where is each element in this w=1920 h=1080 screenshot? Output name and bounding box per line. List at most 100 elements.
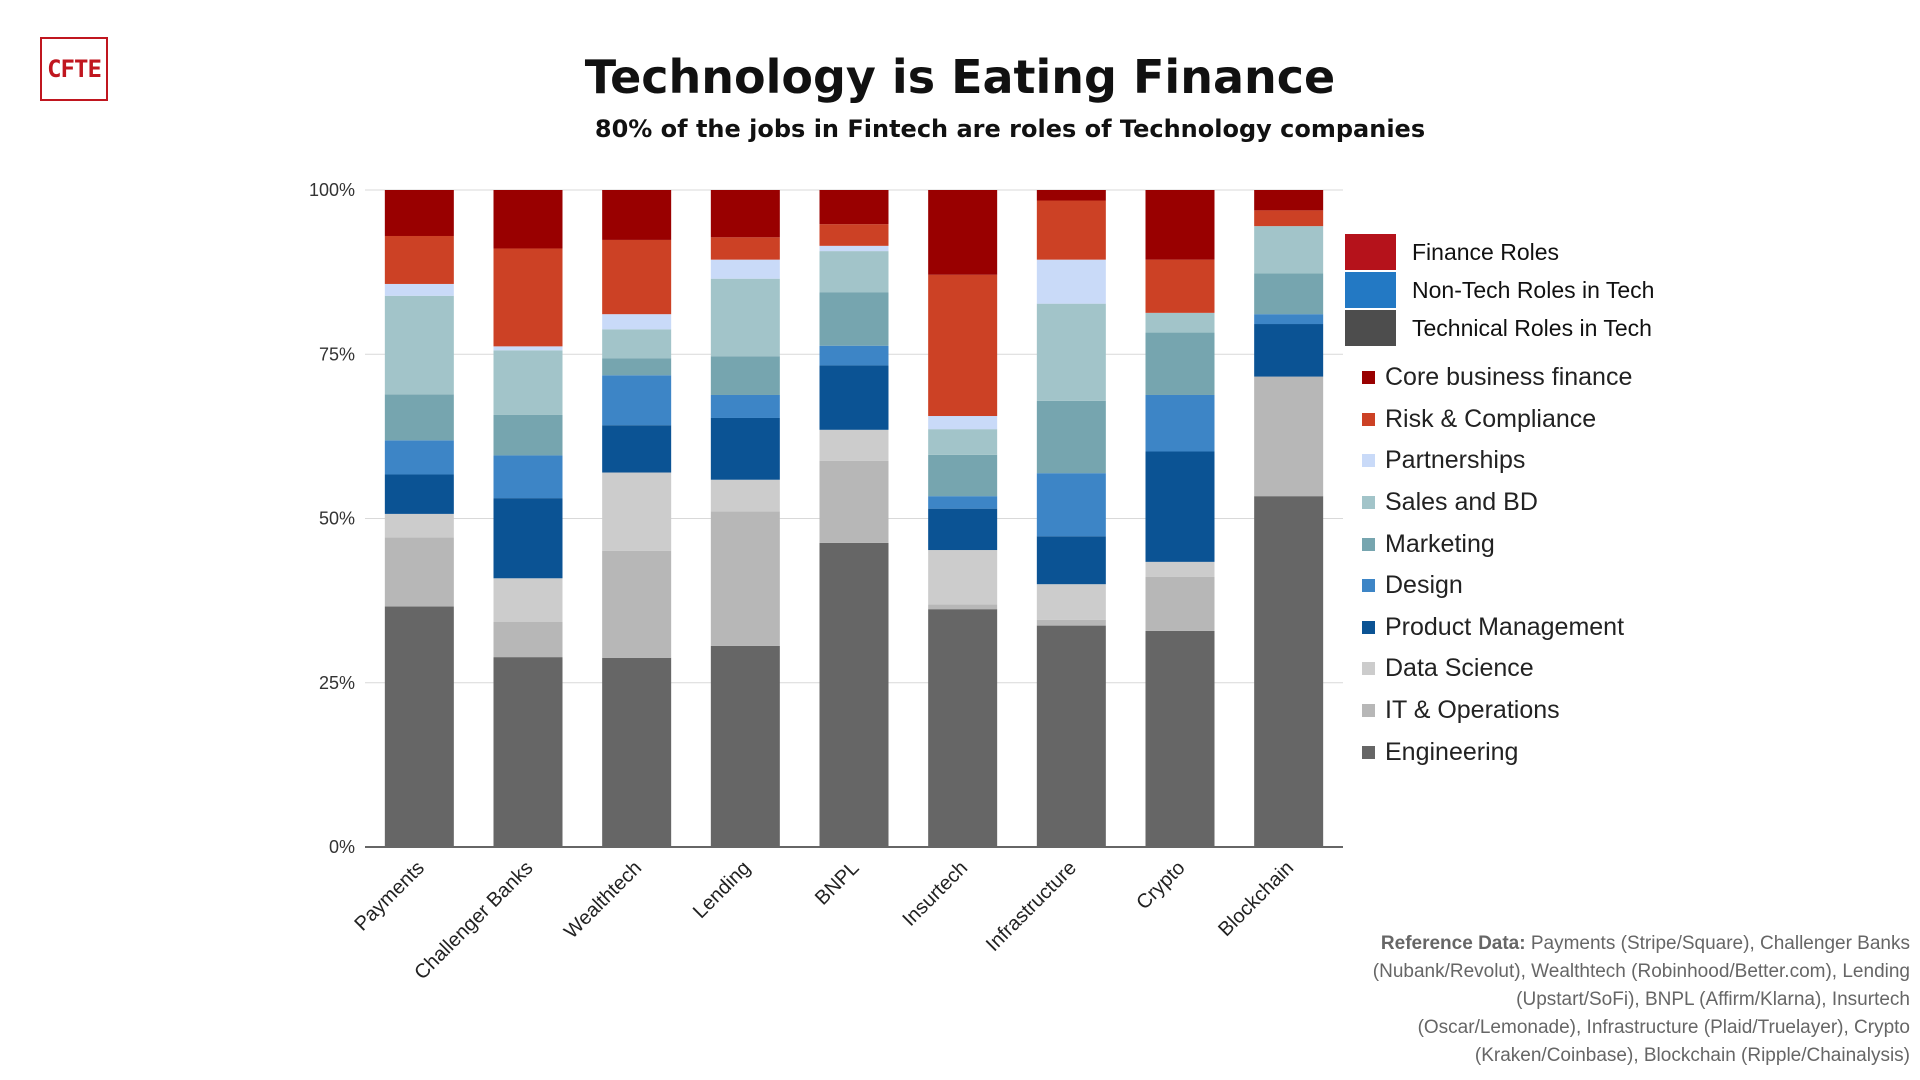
legend-swatch bbox=[1362, 454, 1375, 468]
bar-segment bbox=[384, 440, 454, 475]
bar-segment bbox=[1036, 473, 1106, 537]
bar-segment bbox=[1254, 376, 1324, 497]
bar-segment bbox=[819, 460, 889, 543]
bar-segment bbox=[1036, 259, 1106, 304]
bar-segment bbox=[1036, 303, 1106, 401]
bar-segment bbox=[710, 356, 780, 395]
x-tick-label: Payments bbox=[350, 857, 428, 935]
bar-segment bbox=[1036, 400, 1106, 474]
legend-label: Marketing bbox=[1385, 529, 1495, 558]
bar-segment bbox=[493, 414, 563, 456]
bar-segment bbox=[384, 295, 454, 395]
bar-segment bbox=[710, 394, 780, 418]
series-legend-item: Sales and BD bbox=[1362, 482, 1632, 524]
legend-swatch bbox=[1362, 620, 1375, 634]
bar-segment bbox=[819, 542, 889, 847]
bar-segment bbox=[493, 621, 563, 658]
bar-segment bbox=[1036, 625, 1106, 847]
group-legend-item: Technical Roles in Tech bbox=[1345, 309, 1654, 347]
bar-segment bbox=[493, 657, 563, 847]
bar-segment bbox=[602, 657, 672, 847]
series-legend-item: IT & Operations bbox=[1362, 690, 1632, 732]
legend-label: Partnerships bbox=[1385, 446, 1526, 475]
bar-segment bbox=[1254, 496, 1324, 847]
x-tick-label: Blockchain bbox=[1214, 857, 1298, 941]
legend-swatch bbox=[1345, 234, 1396, 270]
bar-segment bbox=[1145, 190, 1215, 260]
bar-segment bbox=[1145, 630, 1215, 847]
legend-label: Risk & Compliance bbox=[1385, 404, 1597, 433]
series-legend-item: Engineering bbox=[1362, 731, 1632, 773]
bar-segment bbox=[493, 498, 563, 579]
bar-segment bbox=[384, 394, 454, 441]
bar-segment bbox=[384, 283, 454, 296]
bar-segment bbox=[602, 314, 672, 330]
legend-label: Finance Roles bbox=[1412, 238, 1560, 265]
x-tick-label: BNPL bbox=[811, 857, 864, 910]
bar-segment bbox=[1145, 451, 1215, 562]
group-legend-item: Non-Tech Roles in Tech bbox=[1345, 271, 1654, 309]
series-legend-item: Data Science bbox=[1362, 648, 1632, 690]
bar-segment bbox=[1036, 200, 1106, 260]
legend-swatch bbox=[1362, 412, 1375, 426]
bar-segment bbox=[819, 429, 889, 461]
bar-segment bbox=[928, 429, 998, 455]
bar-segment bbox=[710, 190, 780, 238]
bar-segment bbox=[493, 578, 563, 622]
legend-label: Engineering bbox=[1385, 737, 1519, 766]
bar-segment bbox=[928, 508, 998, 551]
legend-label: Product Management bbox=[1385, 612, 1625, 641]
bar-segment bbox=[928, 454, 998, 497]
bar-segment bbox=[710, 259, 780, 279]
legend-label: Data Science bbox=[1385, 654, 1534, 683]
legend-swatch bbox=[1362, 662, 1375, 676]
bar-segment bbox=[1254, 210, 1324, 227]
x-tick-label: Challenger Banks bbox=[410, 857, 537, 984]
legend-swatch bbox=[1362, 745, 1375, 759]
bar-segment bbox=[1254, 226, 1324, 274]
bar-segment bbox=[1145, 576, 1215, 631]
bar-segment bbox=[602, 425, 672, 473]
bar-segment bbox=[1036, 190, 1106, 201]
bar-segment bbox=[819, 251, 889, 293]
y-tick-label: 100% bbox=[309, 180, 355, 200]
legend-label: Technical Roles in Tech bbox=[1412, 314, 1652, 341]
chart-subtitle: 80% of the jobs in Fintech are roles of … bbox=[594, 115, 1426, 143]
bar-segment bbox=[1036, 619, 1106, 626]
reference-label: Reference Data: bbox=[1380, 933, 1526, 954]
bar-segment bbox=[493, 248, 563, 347]
bar-segment bbox=[384, 190, 454, 236]
legend-swatch bbox=[1345, 310, 1396, 346]
bar-segment bbox=[1036, 584, 1106, 620]
bar-segment bbox=[602, 329, 672, 359]
bar-segment bbox=[928, 550, 998, 605]
series-legend-item: Product Management bbox=[1362, 607, 1632, 649]
bar-segment bbox=[928, 190, 998, 275]
bar-segment bbox=[1145, 259, 1215, 313]
series-legend-item: Partnerships bbox=[1362, 440, 1632, 482]
legend-swatch bbox=[1362, 704, 1375, 718]
legend-swatch bbox=[1362, 579, 1375, 593]
bar-segment bbox=[819, 365, 889, 430]
bar-segment bbox=[1254, 273, 1324, 315]
group-legend-item: Finance Roles bbox=[1345, 233, 1654, 271]
legend-label: Sales and BD bbox=[1385, 488, 1538, 517]
bar-segment bbox=[1254, 190, 1324, 211]
series-legend-item: Design bbox=[1362, 565, 1632, 607]
bar-segment bbox=[928, 604, 998, 610]
bar-segment bbox=[1254, 314, 1324, 325]
y-tick-label: 75% bbox=[319, 344, 355, 364]
x-tick-label: Wealthtech bbox=[560, 857, 646, 943]
bar-segment bbox=[928, 416, 998, 430]
x-tick-label: Infrastructure bbox=[982, 857, 1081, 956]
bar-segment bbox=[1036, 536, 1106, 585]
bar-segment bbox=[928, 274, 998, 417]
bar-segment bbox=[602, 239, 672, 315]
bar-segment bbox=[384, 474, 454, 514]
bar-segment bbox=[1145, 394, 1215, 452]
legend-label: Core business finance bbox=[1385, 363, 1633, 392]
bar-segment bbox=[819, 245, 889, 252]
legend-swatch bbox=[1362, 496, 1375, 510]
series-legend-item: Marketing bbox=[1362, 523, 1632, 565]
bar-segment bbox=[384, 513, 454, 538]
